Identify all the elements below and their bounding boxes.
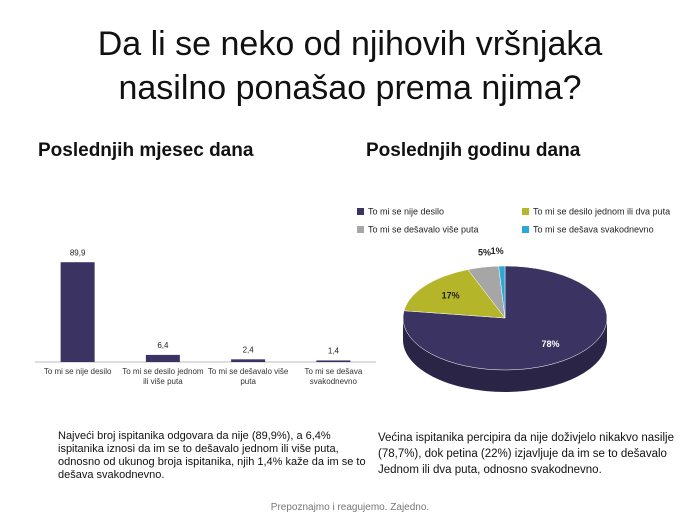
pie-slice [498,265,506,319]
data-label: 1,4 [328,347,340,356]
legend-swatch [357,226,364,233]
chart-title: Poslednjih godinu dana [366,140,581,161]
legend-swatch [357,208,364,215]
x-tick-label: To mi se dešava svakodnevno [304,367,363,386]
bar [60,262,95,362]
data-label: 78% [541,339,559,349]
legend-label: To mi se nije desilo [368,206,444,216]
legend-label: To mi se desilo jednom ili dva puta [533,206,670,216]
data-label: 2,4 [243,345,255,354]
data-label: 89,9 [70,248,86,257]
data-label: 6,4 [157,341,169,350]
bar [145,354,180,362]
pie-slice [403,269,506,319]
legend-label: To mi se dešava svakodnevno [533,224,654,234]
bar [316,360,351,362]
x-tick-label: To mi se dešavalo više puta [207,367,289,386]
pie-side [403,318,607,392]
chart-title: Poslednjih mjesec dana [38,140,254,161]
x-tick-label: To mi se desilo jednom ili više puta [122,367,204,386]
data-label: 17% [442,290,460,300]
bar [231,359,266,362]
slide-title: Da li se neko od njihovih vršnjaka nasil… [97,25,603,107]
caption: Većina ispitanika percipira da nije doži… [378,432,674,476]
data-label: 5% [478,247,491,257]
legend-swatch [522,208,529,215]
x-tick-label: To mi se nije desilo [43,367,112,376]
data-label: 1% [491,246,504,256]
footer: Prepoznajmo i reagujemo. Zajedno. [270,502,430,513]
legend-label: To mi se dešavalo više puta [368,224,479,234]
caption: Najveći broj ispitanika odgovara da nije… [58,430,366,481]
legend-swatch [522,226,529,233]
